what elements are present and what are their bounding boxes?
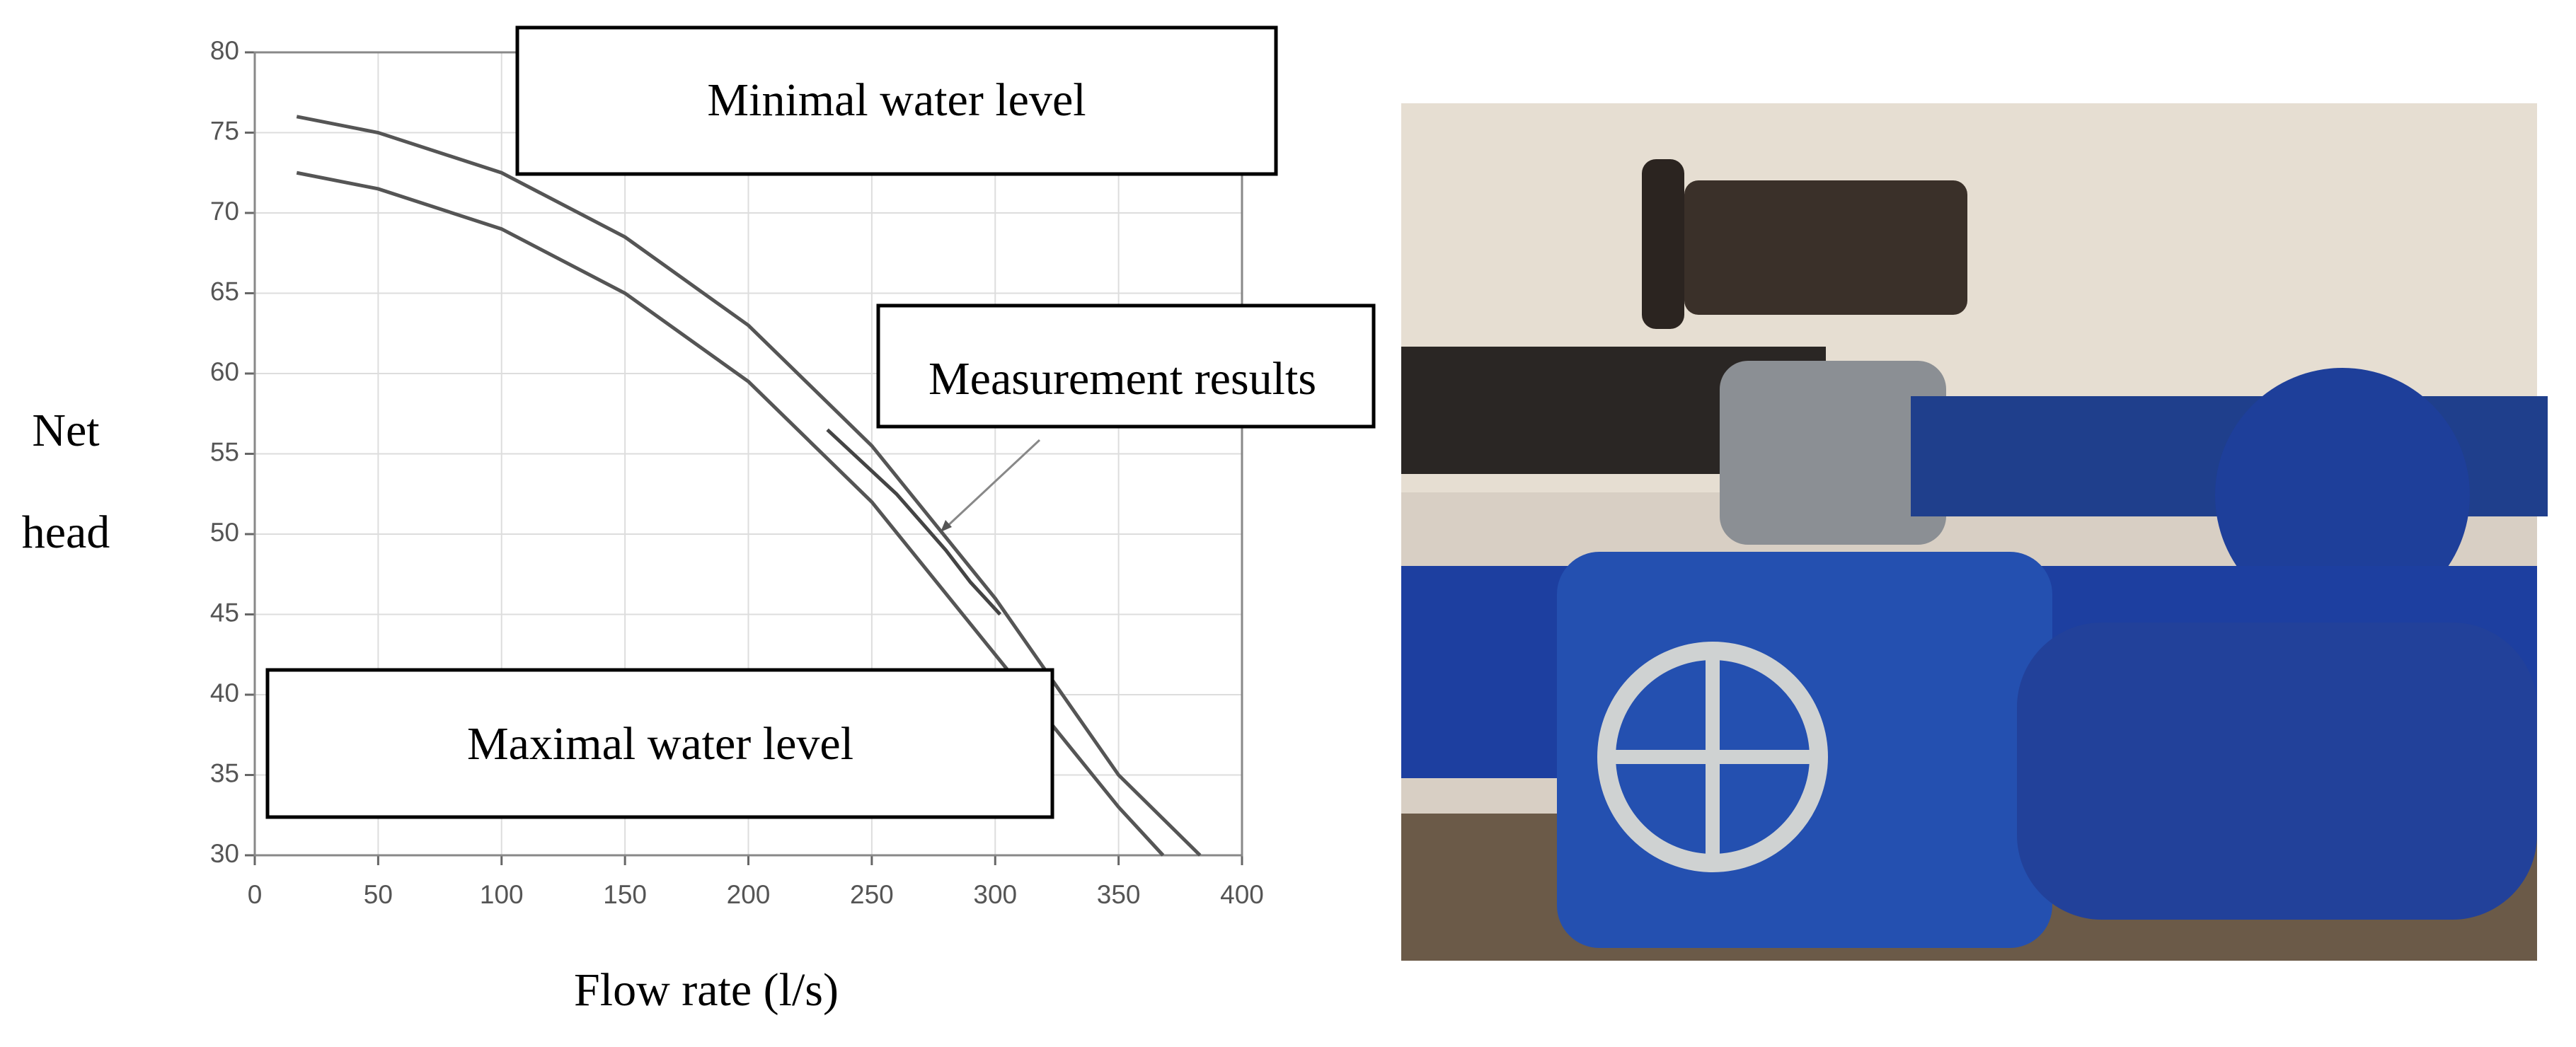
- y-axis-label: Net: [32, 405, 99, 456]
- annotation-box: [515, 25, 1278, 176]
- y-tick-label: 70: [210, 197, 239, 226]
- y-tick-label: 45: [210, 598, 239, 627]
- y-tick-label: 65: [210, 277, 239, 306]
- arrow-head: [941, 520, 952, 532]
- arrow: [943, 439, 1041, 531]
- annotation: Measurement results: [928, 353, 1316, 405]
- y-tick-label: 30: [210, 839, 239, 868]
- y-tick-label: 80: [210, 36, 239, 65]
- y-tick-label: 60: [210, 357, 239, 386]
- y-tick-label: 35: [210, 758, 239, 787]
- line-series: [296, 115, 1202, 857]
- x-tick-label: 250: [850, 880, 894, 909]
- annotation: Maximal water level: [467, 718, 853, 770]
- x-tick-label: 300: [973, 880, 1017, 909]
- x-tick-label: 400: [1220, 880, 1264, 909]
- annotation-box: [265, 668, 1054, 819]
- x-axis-label: Flow rate (l/s): [574, 964, 839, 1016]
- annotation-box: [876, 303, 1376, 429]
- x-tick-label: 350: [1097, 880, 1141, 909]
- x-tick-label: 50: [364, 880, 393, 909]
- line-series: [296, 170, 1165, 857]
- y-tick-label: 40: [210, 678, 239, 707]
- y-tick-label: 55: [210, 437, 239, 466]
- line-series: [826, 428, 1002, 616]
- y-tick-label: 50: [210, 518, 239, 547]
- annotation: Minimal water level: [707, 74, 1086, 126]
- x-tick-label: 100: [480, 880, 524, 909]
- y-tick-label: 75: [210, 116, 239, 145]
- x-tick-label: 0: [248, 880, 263, 909]
- photo: [1401, 103, 2548, 961]
- x-tick-label: 200: [727, 880, 771, 909]
- y-axis-label: head: [22, 507, 110, 558]
- x-tick-label: 150: [603, 880, 647, 909]
